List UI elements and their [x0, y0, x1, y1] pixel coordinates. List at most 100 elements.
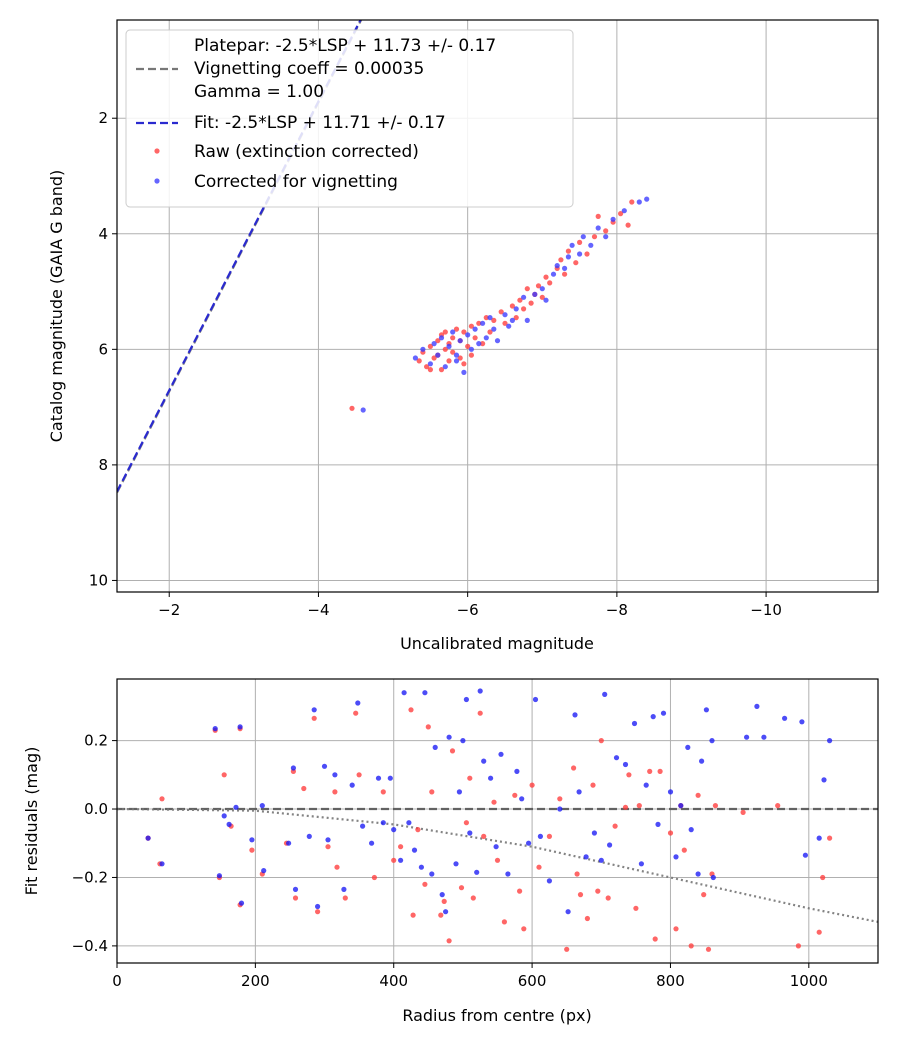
scatter-point [301, 785, 307, 792]
bottom-grid [116, 679, 878, 963]
scatter-point [754, 703, 760, 710]
scatter-point [647, 768, 653, 775]
scatter-point [233, 804, 239, 810]
scatter-point [453, 352, 460, 358]
x-tick-label: 400 [379, 972, 408, 990]
scatter-point [633, 905, 639, 911]
x-tick-label: 200 [241, 972, 270, 990]
scatter-point [607, 842, 613, 848]
scatter-point [401, 690, 407, 696]
scatter-point [537, 833, 544, 840]
scatter-point [286, 840, 292, 846]
bottom-y-axis-label: Fit residuals (mag) [22, 747, 41, 896]
scatter-point [827, 835, 833, 841]
scatter-point [584, 915, 591, 922]
scatter-point [315, 903, 321, 910]
scatter-point [526, 840, 532, 846]
scatter-point [638, 861, 645, 867]
bottom-x-ticks: 0 200 400 600 800 1000 [112, 963, 828, 990]
scatter-point [427, 361, 433, 367]
scatter-point [795, 943, 802, 949]
scatter-point [521, 306, 527, 312]
scatter-point [425, 724, 431, 730]
scatter-point [442, 346, 448, 352]
scatter-point [580, 234, 586, 240]
y-tick-label: 2 [98, 109, 108, 127]
scatter-point [311, 715, 317, 721]
scatter-point [442, 329, 448, 335]
scatter-point [456, 789, 462, 795]
scatter-point [802, 852, 809, 858]
scatter-point [474, 869, 480, 875]
scatter-point [667, 789, 674, 795]
scatter-point [528, 300, 534, 306]
scatter-point [576, 789, 582, 795]
y-tick-label: 0.0 [84, 800, 108, 818]
scatter-point [610, 216, 616, 222]
scatter-point [480, 320, 486, 326]
scatter-point [590, 782, 596, 788]
scatter-point [562, 265, 568, 271]
scatter-point [391, 857, 397, 863]
scatter-point [446, 938, 452, 944]
scatter-point [667, 830, 674, 836]
scatter-point [513, 306, 519, 312]
scatter-point [498, 309, 504, 315]
top-x-axis-label: Uncalibrated magnitude [400, 634, 594, 653]
scatter-point [631, 720, 638, 727]
scatter-point [429, 871, 435, 877]
scatter-point [644, 196, 650, 202]
scatter-point [685, 744, 691, 751]
scatter-point [449, 748, 456, 754]
scatter-point [461, 361, 467, 367]
x-tick-label: −6 [457, 601, 479, 619]
scatter-point [292, 895, 299, 901]
scatter-point [468, 323, 474, 329]
bottom-y-ticks: 0.2 0.0 −0.2 −0.4 [72, 732, 117, 955]
scatter-point [290, 765, 296, 771]
scatter-point [643, 782, 649, 788]
scatter-point [678, 803, 684, 809]
legend-label: Vignetting coeff = 0.00035 [194, 59, 424, 79]
scatter-point [565, 909, 571, 915]
scatter-point [712, 803, 719, 809]
scatter-point [422, 881, 428, 887]
scatter-point [652, 936, 658, 942]
scatter-point [306, 833, 312, 840]
legend-label: Fit: -2.5*LSP + 11.71 +/- 0.17 [194, 113, 446, 133]
top-plot-frame [116, 19, 879, 593]
y-tick-label: 4 [98, 225, 108, 243]
fit-line [117, 20, 362, 493]
scatter-point [565, 248, 572, 254]
scatter-point [321, 763, 328, 769]
scatter-point [636, 803, 642, 809]
scatter-point [415, 827, 421, 833]
scatter-point [699, 758, 705, 764]
scatter-point [688, 827, 694, 833]
scatter-point [461, 329, 467, 335]
scatter-point [622, 804, 629, 810]
scatter-point [625, 222, 631, 228]
scatter-point [571, 765, 577, 771]
legend-box [125, 29, 574, 208]
scatter-point [371, 874, 377, 881]
scatter-point [477, 710, 483, 716]
scatter-point [443, 909, 449, 915]
top-fit-lines [117, 20, 363, 494]
scatter-point [562, 271, 568, 277]
scatter-point [657, 768, 663, 775]
scatter-point [483, 335, 489, 341]
scatter-point [709, 738, 715, 744]
scatter-point [463, 820, 469, 826]
scatter-point [315, 909, 321, 915]
scatter-point [660, 710, 667, 716]
scatter-point [458, 885, 465, 891]
scatter-point [565, 254, 572, 260]
scatter-point [744, 734, 750, 740]
scatter-point [468, 346, 474, 352]
scatter-point [512, 792, 518, 798]
scatter-point [481, 758, 487, 764]
x-tick-label: 0 [112, 972, 122, 990]
scatter-point [595, 888, 601, 894]
